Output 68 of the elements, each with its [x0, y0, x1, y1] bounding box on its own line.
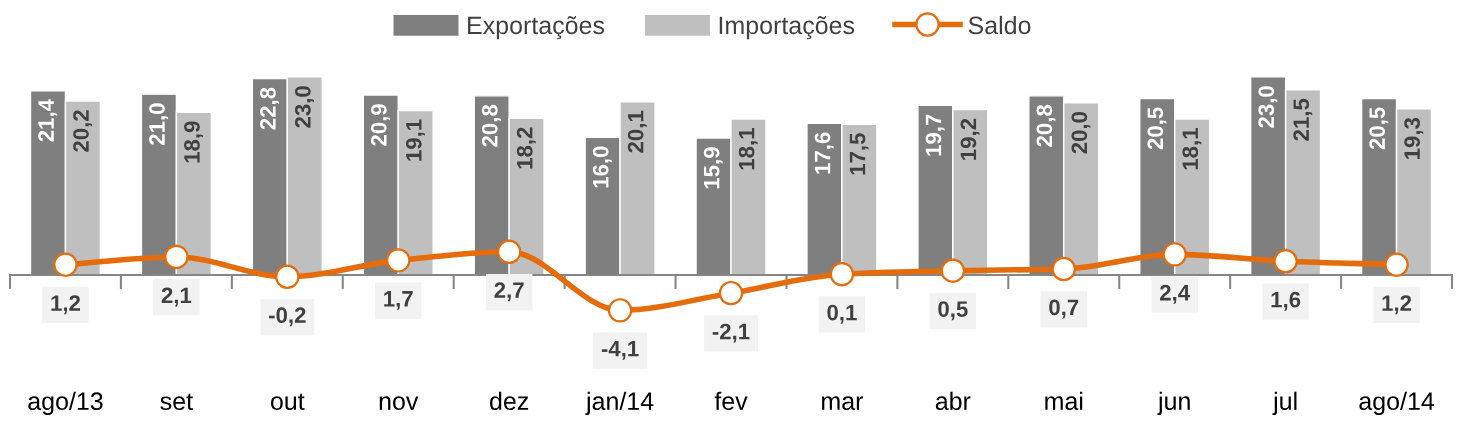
point: [940, 258, 966, 283]
data-label: 20,2: [73, 110, 93, 152]
data-label: 1,7: [384, 291, 413, 310]
x-tick-label: set: [160, 393, 193, 411]
data-label: 17,5: [849, 133, 869, 175]
data-label: 0,5: [938, 301, 968, 321]
data-label: 20,9: [370, 104, 390, 146]
data-label: 20,5: [1147, 107, 1167, 150]
data-label: -0,2: [269, 307, 306, 327]
x-tick-label: fev: [714, 391, 748, 411]
point: [386, 248, 411, 273]
data-label: 16,0: [592, 146, 612, 188]
data-label: 18,9: [184, 121, 204, 163]
x-tick-label: ago/13: [28, 391, 103, 415]
x-tick-label: mar: [822, 396, 864, 411]
point: [53, 252, 78, 277]
data-label: 21,4: [38, 99, 58, 142]
x-tick-label: abr: [935, 391, 971, 411]
data-label: 18,1: [1182, 128, 1202, 170]
x-tick-label: mai: [1045, 391, 1083, 411]
data-label: 0,1: [827, 304, 857, 324]
data-label: 19,2: [960, 118, 980, 160]
x-tick-label: dez: [490, 391, 529, 411]
data-label: -2,1: [712, 323, 750, 343]
point: [1384, 252, 1409, 277]
point: [275, 264, 300, 289]
x-tick-label: ago/14: [1359, 391, 1435, 415]
data-label: 17,6: [814, 132, 834, 174]
data-label: 2,4: [1160, 284, 1191, 304]
data-label: 19,1: [405, 119, 425, 161]
data-label: 20,0: [1071, 111, 1091, 154]
data-label: 20,5: [1369, 107, 1389, 150]
data-label: 1,2: [1382, 295, 1412, 315]
data-label: 2,1: [161, 287, 192, 307]
data-label: 21,0: [149, 103, 169, 145]
legend-label: Exportações: [468, 16, 605, 40]
data-label: 1,2: [51, 295, 81, 315]
point: [718, 280, 744, 306]
data-label: 15,9: [703, 147, 723, 189]
data-label: 20,8: [1036, 104, 1056, 147]
point: [496, 239, 522, 264]
data-label: 2,7: [494, 282, 524, 302]
data-label: 0,7: [1049, 299, 1079, 319]
point: [1162, 242, 1187, 267]
point: [829, 261, 855, 287]
legend-label: Saldo: [968, 15, 1031, 35]
data-label: 23,0: [1258, 86, 1278, 128]
x-tick-label: jan/14: [585, 391, 654, 415]
data-label: 20,8: [481, 104, 501, 147]
data-label: 19,7: [925, 114, 945, 156]
data-label: 21,5: [1293, 98, 1313, 141]
legend-label: Importações: [719, 16, 855, 40]
x-tick-label: jun: [1157, 391, 1190, 415]
data-label: 18,1: [738, 128, 758, 170]
data-label: 23,0: [295, 86, 314, 128]
data-label: 18,2: [516, 127, 536, 169]
data-label: 22,8: [260, 87, 280, 130]
data-label: 19,3: [1404, 117, 1424, 159]
x-tick-label: jul: [1272, 391, 1297, 415]
point: [164, 244, 189, 270]
data-label: 20,1: [627, 110, 647, 153]
x-tick-label: nov: [379, 396, 419, 411]
x-tick-label: out: [270, 393, 305, 411]
data-label: 1,6: [1271, 291, 1301, 311]
point: [607, 298, 633, 323]
data-label: -4,1: [601, 341, 639, 360]
point: [1273, 249, 1298, 274]
point: [1051, 256, 1076, 282]
